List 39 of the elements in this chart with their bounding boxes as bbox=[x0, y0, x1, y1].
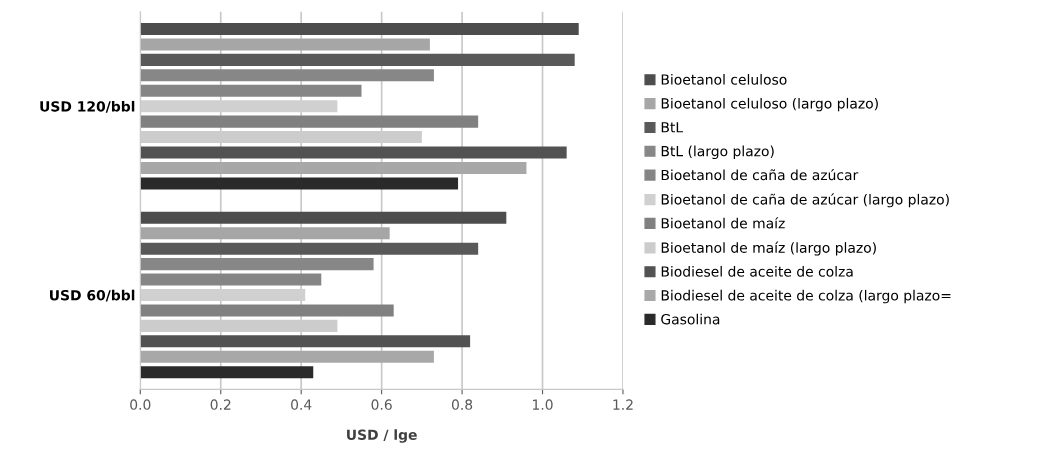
bar bbox=[140, 366, 314, 379]
legend-label: BtL bbox=[661, 122, 684, 133]
bar bbox=[140, 69, 434, 82]
x-tick-label: 1.2 bbox=[613, 399, 633, 410]
legend-label: Bioetanol de maíz bbox=[661, 217, 785, 229]
y-tick-label: USD 120/bbl bbox=[40, 100, 135, 113]
x-tick-label: 0.2 bbox=[210, 399, 231, 410]
bar bbox=[140, 335, 471, 348]
bar bbox=[140, 146, 567, 159]
bar bbox=[140, 273, 322, 286]
bar bbox=[140, 161, 527, 175]
legend-label: Bioetanol de caña de azúcar (largo plazo) bbox=[661, 193, 949, 208]
x-axis-title: USD / lge bbox=[347, 429, 417, 443]
bar bbox=[140, 350, 434, 363]
bar bbox=[140, 38, 430, 51]
legend-label: BtL (largo plazo) bbox=[661, 145, 774, 160]
y-tick-label: USD 60/bbl bbox=[50, 289, 135, 302]
x-tick-label: 0.0 bbox=[130, 399, 151, 410]
legend-label: Bioetanol celuloso (largo plazo) bbox=[661, 97, 878, 112]
bar bbox=[140, 304, 394, 317]
legend-label: Bioetanol de maíz (largo plazo) bbox=[661, 241, 876, 256]
legend-label: Bioetanol de caña de azúcar bbox=[661, 168, 859, 181]
legend-label: Bioetanol celuloso bbox=[661, 74, 787, 85]
x-tick-label: 0.8 bbox=[451, 399, 473, 410]
bar bbox=[140, 115, 479, 128]
bar bbox=[140, 242, 479, 255]
bar bbox=[140, 84, 362, 97]
x-tick-label: 0.4 bbox=[291, 399, 312, 410]
bar bbox=[140, 177, 459, 190]
legend-label: Biodiesel de aceite de colza bbox=[661, 266, 853, 277]
bar bbox=[140, 227, 390, 240]
x-tick-label: 1.0 bbox=[533, 399, 553, 410]
legend-label: Gasolina bbox=[661, 313, 720, 325]
bar bbox=[140, 22, 579, 35]
bar bbox=[140, 258, 374, 271]
x-tick-label: 0.6 bbox=[371, 399, 392, 410]
bar bbox=[140, 53, 575, 66]
bar bbox=[140, 211, 507, 224]
legend-label: Biodiesel de aceite de colza (largo plazo= bbox=[661, 289, 951, 304]
